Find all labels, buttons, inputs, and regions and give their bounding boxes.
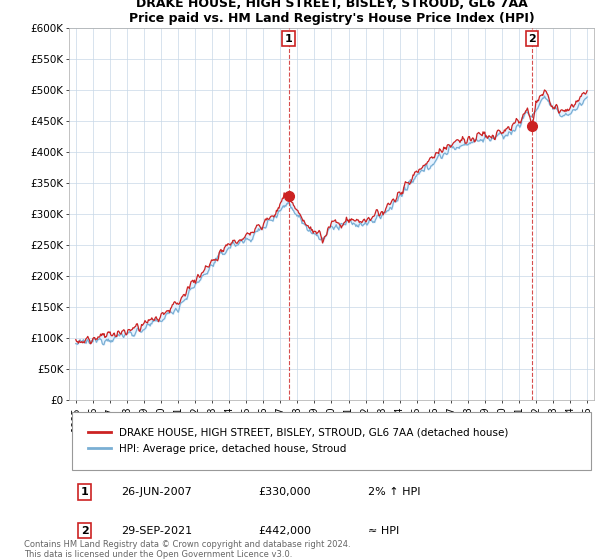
Legend: DRAKE HOUSE, HIGH STREET, BISLEY, STROUD, GL6 7AA (detached house), HPI: Average: DRAKE HOUSE, HIGH STREET, BISLEY, STROUD…	[79, 419, 517, 463]
Text: 2: 2	[528, 34, 536, 44]
Text: 29-SEP-2021: 29-SEP-2021	[121, 526, 193, 535]
Text: ≈ HPI: ≈ HPI	[368, 526, 400, 535]
Text: £330,000: £330,000	[258, 487, 311, 497]
Text: 1: 1	[81, 487, 89, 497]
Text: 2% ↑ HPI: 2% ↑ HPI	[368, 487, 421, 497]
Text: 1: 1	[284, 34, 292, 44]
Text: 2: 2	[81, 526, 89, 535]
Text: Contains HM Land Registry data © Crown copyright and database right 2024.
This d: Contains HM Land Registry data © Crown c…	[24, 540, 350, 559]
Title: DRAKE HOUSE, HIGH STREET, BISLEY, STROUD, GL6 7AA
Price paid vs. HM Land Registr: DRAKE HOUSE, HIGH STREET, BISLEY, STROUD…	[128, 0, 535, 25]
FancyBboxPatch shape	[71, 412, 592, 470]
Text: £442,000: £442,000	[258, 526, 311, 535]
Text: 26-JUN-2007: 26-JUN-2007	[121, 487, 192, 497]
